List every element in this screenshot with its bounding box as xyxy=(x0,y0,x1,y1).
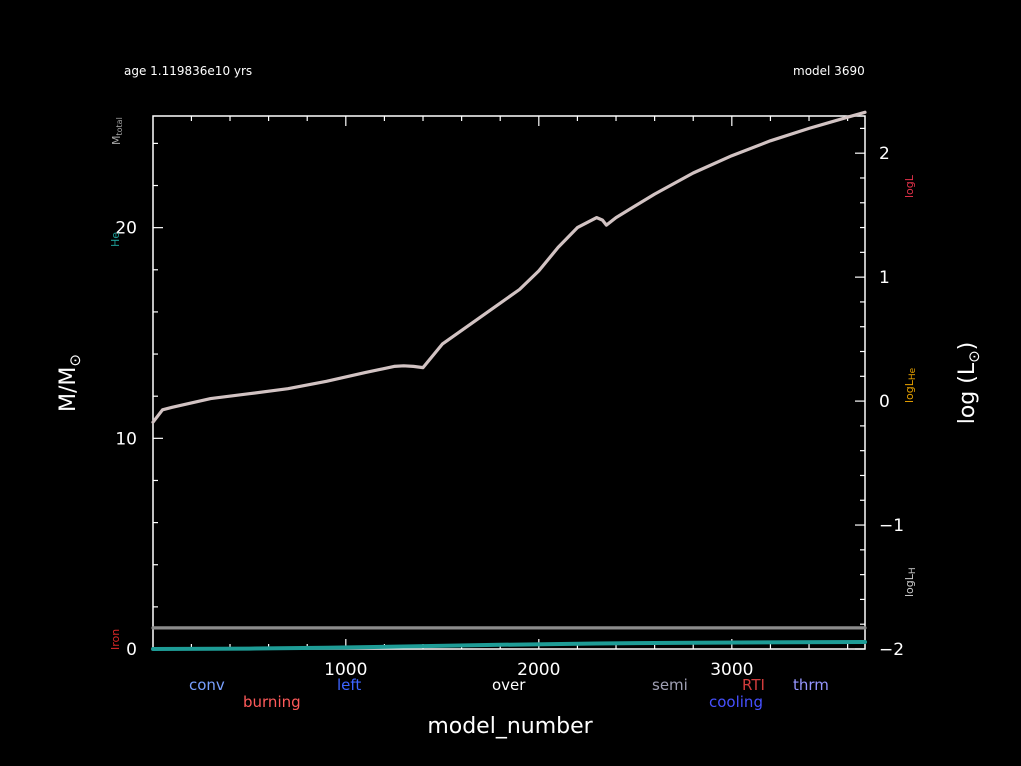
legend-left: left xyxy=(337,676,361,694)
series-layer xyxy=(151,110,867,651)
x-tick-label: 3000 xyxy=(710,660,753,680)
he-label: He xyxy=(109,232,122,247)
legend-over: over xyxy=(492,676,526,694)
plot-frame xyxy=(152,115,866,650)
legend-thrm: thrm xyxy=(793,676,829,694)
series-log-luminosity xyxy=(151,110,867,424)
y-right-tick-label: −2 xyxy=(879,640,904,660)
y-right-tick-label: −1 xyxy=(879,516,904,536)
sun-symbol-left: ⊙ xyxy=(66,354,84,367)
series-he-core-mass xyxy=(151,640,867,651)
y-right-tick-label: 0 xyxy=(879,392,890,412)
y-left-tick-label: 0 xyxy=(126,640,137,660)
legend-semi: semi xyxy=(652,676,688,694)
iron-label: Iron xyxy=(109,629,122,650)
sun-symbol-right: ⊙ xyxy=(965,350,983,363)
y-right-tick-label: 1 xyxy=(879,268,890,288)
model-label: model 3690 xyxy=(793,64,865,78)
legend-rti: RTI xyxy=(742,676,765,694)
y-left-tick-label: 10 xyxy=(115,429,137,449)
x-tick-label: 2000 xyxy=(517,660,560,680)
y-left-axis-label: M/M⊙ xyxy=(56,354,84,412)
logL-label: logL xyxy=(903,174,916,198)
legend-cooling: cooling xyxy=(709,693,763,711)
y-right-axis-label: log (L⊙) xyxy=(955,342,983,425)
x-tick-label: 1000 xyxy=(324,660,367,680)
legend-conv: conv xyxy=(189,676,225,694)
legend-burning: burning xyxy=(243,693,301,711)
x-axis-label: model_number xyxy=(427,714,593,739)
logLHe-label: logLHe xyxy=(903,367,918,403)
m-total-label: Mtotal xyxy=(110,117,124,145)
y-right-tick-label: 2 xyxy=(879,144,890,164)
y-left-tick-label: 20 xyxy=(115,219,137,239)
age-label: age 1.119836e10 yrs xyxy=(124,64,252,78)
logLH-label: logLH xyxy=(903,567,918,597)
